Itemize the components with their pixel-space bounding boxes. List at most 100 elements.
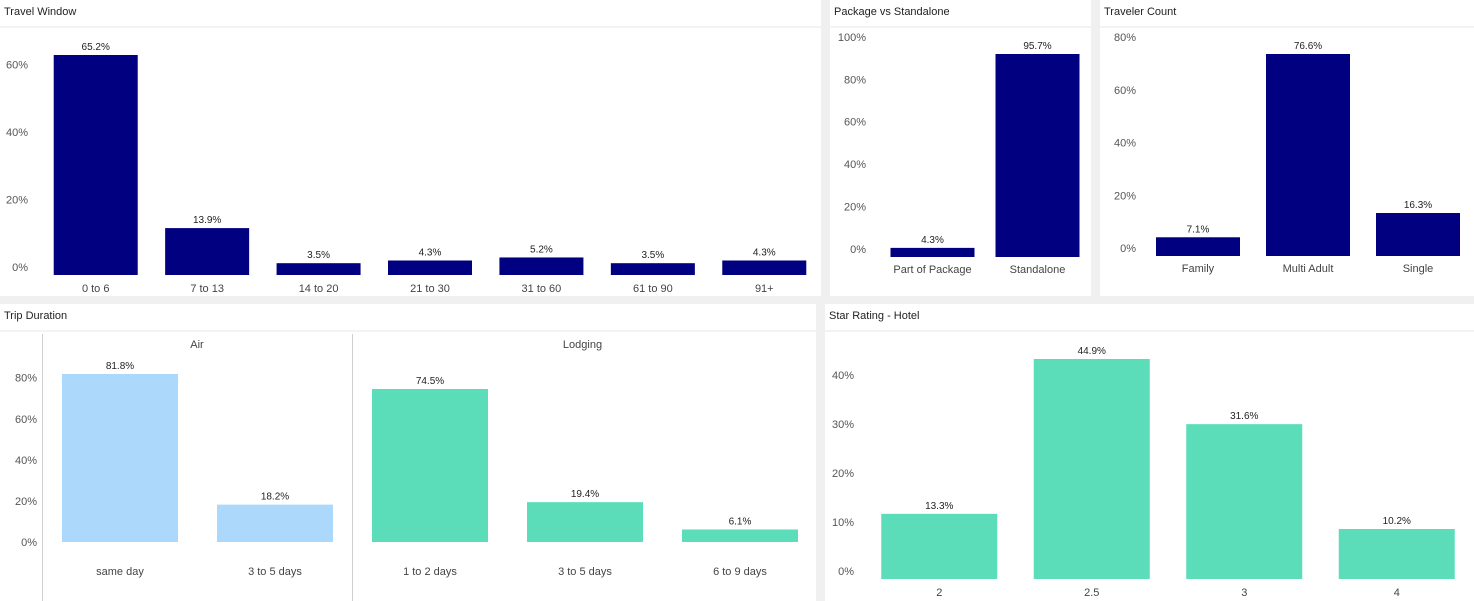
x-tick-label: same day — [96, 566, 144, 578]
bar-part-of-package — [890, 247, 975, 257]
bar-lodging-1-to-2-days — [372, 388, 488, 542]
trip-duration-title: Trip Duration — [4, 310, 68, 322]
x-tick-label: 1 to 2 days — [403, 566, 457, 578]
y-tick-label: 40% — [844, 159, 866, 171]
y-tick-label: 30% — [832, 419, 854, 431]
title-divider — [825, 330, 1474, 332]
bar-air-3-to-5-days — [217, 504, 333, 542]
x-tick-label: Single — [1403, 263, 1434, 275]
x-tick-label: Standalone — [1010, 264, 1066, 276]
bar-3 — [1186, 424, 1303, 579]
x-tick-label: Family — [1182, 263, 1215, 275]
bar-91 — [722, 260, 807, 275]
traveler-count-panel: Traveler Count 0% 20% 40% 60% 80% 7.1% Family 7… — [1100, 0, 1474, 296]
x-tick-label: 3 to 5 days — [248, 566, 302, 578]
data-label: 13.3% — [925, 501, 953, 512]
data-label: 18.2% — [261, 492, 289, 503]
x-tick-label: 14 to 20 — [299, 283, 339, 295]
data-label: 76.6% — [1294, 41, 1322, 52]
x-tick-label: 0 to 6 — [82, 283, 110, 295]
x-tick-label: 2.5 — [1084, 587, 1099, 599]
y-tick-label: 60% — [15, 414, 37, 426]
y-tick-label: 60% — [6, 60, 28, 72]
facet-label-lodging: Lodging — [563, 339, 602, 351]
x-tick-label: 2 — [936, 587, 942, 599]
x-tick-label: 3 — [1241, 587, 1247, 599]
data-label: 6.1% — [729, 516, 752, 527]
bar-multi-adult — [1266, 54, 1350, 256]
star-rating-hotel-title: Star Rating - Hotel — [829, 310, 920, 322]
y-tick-label: 0% — [12, 262, 28, 274]
x-tick-label: 21 to 30 — [410, 283, 450, 295]
bar-0-to-6 — [53, 55, 138, 275]
package-vs-standalone-panel: Package vs Standalone 0% 20% 40% 60% 80% 100%… — [830, 0, 1091, 296]
data-label: 44.9% — [1078, 346, 1106, 357]
trip-duration-chart: 0% 20% 40% 60% 80% Air 81.8% same day 18.2% 3 to … — [15, 334, 798, 601]
y-tick-label: 0% — [1120, 243, 1136, 255]
data-label: 3.5% — [307, 250, 330, 261]
data-label: 95.7% — [1023, 41, 1051, 52]
bar-31-to-60 — [499, 257, 584, 275]
bar-7-to-13 — [165, 228, 250, 275]
y-tick-label: 0% — [838, 566, 854, 578]
bar-lodging-3-to-5-days — [527, 502, 643, 542]
y-tick-label: 0% — [850, 244, 866, 256]
x-tick-label: 91+ — [755, 283, 774, 295]
data-label: 13.9% — [193, 215, 221, 226]
travel-window-panel: Travel Window 0% 20% 40% 60% 65.2% 0 to 6 13.9… — [0, 0, 821, 296]
y-tick-label: 80% — [15, 373, 37, 385]
bar-14-to-20 — [276, 263, 361, 275]
bar-lodging-6-to-9-days — [682, 529, 798, 542]
y-tick-label: 20% — [1114, 190, 1136, 202]
title-divider — [0, 26, 821, 28]
y-tick-label: 0% — [21, 537, 37, 549]
x-tick-label: Part of Package — [893, 264, 971, 276]
y-tick-label: 40% — [832, 370, 854, 382]
data-label: 19.4% — [571, 489, 599, 500]
travel-window-chart: 0% 20% 40% 60% 65.2% 0 to 6 13.9% 7 to 13 3.5% 14… — [6, 42, 807, 295]
y-tick-label: 10% — [832, 517, 854, 529]
data-label: 3.5% — [641, 250, 664, 261]
x-tick-label: 6 to 9 days — [713, 566, 767, 578]
travel-window-title: Travel Window — [4, 6, 77, 18]
x-tick-label: 7 to 13 — [190, 283, 224, 295]
bar-61-to-90 — [610, 263, 695, 275]
star-rating-hotel-chart: 0% 10% 20% 30% 40% 13.3% 2 44.9% 2.5 31.6% 3 10.2% 4 — [832, 346, 1455, 599]
x-tick-label: 4 — [1394, 587, 1400, 599]
bar-standalone — [995, 54, 1080, 257]
y-tick-label: 60% — [1114, 85, 1136, 97]
data-label: 10.2% — [1383, 516, 1411, 527]
y-tick-label: 80% — [1114, 32, 1136, 44]
x-tick-label: 3 to 5 days — [558, 566, 612, 578]
bar-air-same-day — [62, 374, 178, 542]
y-tick-label: 40% — [1114, 138, 1136, 150]
y-tick-label: 100% — [838, 32, 866, 44]
data-label: 31.6% — [1230, 411, 1258, 422]
facet-label-air: Air — [190, 339, 204, 351]
star-rating-hotel-panel: Star Rating - Hotel 0% 10% 20% 30% 40% 13.3% 2… — [825, 304, 1474, 601]
x-tick-label: 61 to 90 — [633, 283, 673, 295]
bar-family — [1156, 237, 1240, 256]
title-divider — [0, 330, 816, 332]
y-tick-label: 20% — [6, 195, 28, 207]
data-label: 74.5% — [416, 376, 444, 387]
bar-single — [1376, 213, 1460, 256]
y-tick-label: 40% — [15, 455, 37, 467]
bar-2-5 — [1033, 359, 1150, 579]
package-vs-standalone-title: Package vs Standalone — [834, 6, 950, 18]
y-tick-label: 80% — [844, 74, 866, 86]
y-tick-label: 20% — [15, 496, 37, 508]
title-divider — [1100, 26, 1474, 28]
traveler-count-title: Traveler Count — [1104, 6, 1177, 18]
data-label: 5.2% — [530, 244, 553, 255]
y-tick-label: 40% — [6, 127, 28, 139]
x-tick-label: Multi Adult — [1283, 263, 1334, 275]
title-divider — [830, 26, 1091, 28]
bar-4 — [1338, 529, 1455, 579]
y-tick-label: 20% — [832, 468, 854, 480]
x-tick-label: 31 to 60 — [522, 283, 562, 295]
data-label: 4.3% — [753, 247, 776, 258]
bar-2 — [881, 513, 998, 579]
y-tick-label: 20% — [844, 202, 866, 214]
y-tick-label: 60% — [844, 117, 866, 129]
